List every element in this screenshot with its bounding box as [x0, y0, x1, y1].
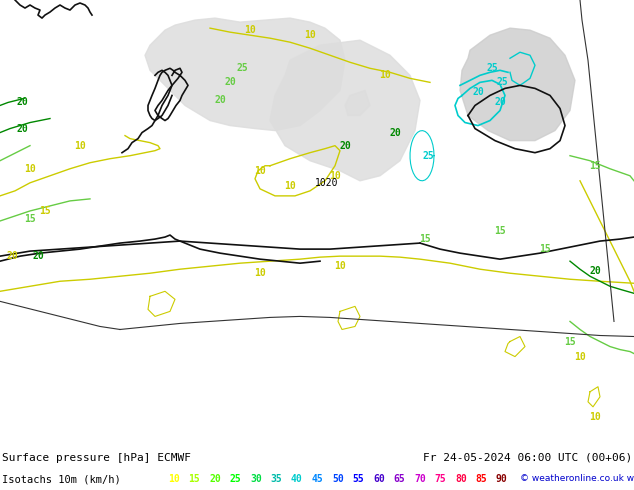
- Text: 20: 20: [32, 251, 44, 261]
- Text: 60: 60: [373, 474, 385, 484]
- Text: 15: 15: [39, 206, 51, 216]
- Text: 20: 20: [339, 141, 351, 150]
- Polygon shape: [270, 40, 420, 181]
- Text: 20: 20: [494, 98, 506, 107]
- Text: 35: 35: [271, 474, 282, 484]
- Text: 15: 15: [188, 474, 200, 484]
- Text: 10: 10: [254, 268, 266, 278]
- Text: 55: 55: [353, 474, 365, 484]
- Text: 25: 25: [236, 63, 248, 74]
- Text: 1020: 1020: [315, 178, 339, 188]
- Text: 10: 10: [74, 141, 86, 150]
- Text: 20: 20: [589, 266, 601, 276]
- Text: © weatheronline.co.uk weatheronline.co.uk: © weatheronline.co.uk weatheronline.co.u…: [520, 474, 634, 483]
- Text: 10: 10: [24, 164, 36, 174]
- Text: Isotachs 10m (km/h): Isotachs 10m (km/h): [2, 474, 120, 484]
- Text: 10: 10: [284, 181, 296, 191]
- Text: Surface pressure [hPa] ECMWF: Surface pressure [hPa] ECMWF: [2, 453, 191, 463]
- Text: 20: 20: [209, 474, 221, 484]
- Text: 80: 80: [455, 474, 467, 484]
- Polygon shape: [145, 18, 345, 131]
- Text: 15: 15: [494, 226, 506, 236]
- Text: 10: 10: [574, 352, 586, 362]
- Text: 20: 20: [16, 98, 28, 107]
- Text: 90: 90: [496, 474, 508, 484]
- Text: 25: 25: [422, 151, 434, 161]
- Text: 10: 10: [589, 412, 601, 422]
- Text: 10: 10: [254, 166, 266, 176]
- Text: 10: 10: [334, 261, 346, 271]
- Text: 50: 50: [332, 474, 344, 484]
- Text: 15: 15: [589, 161, 601, 171]
- Text: 25: 25: [486, 63, 498, 74]
- Text: 10: 10: [244, 25, 256, 35]
- Text: 15: 15: [539, 244, 551, 254]
- Text: 15: 15: [24, 214, 36, 224]
- Text: 20: 20: [16, 123, 28, 134]
- Polygon shape: [460, 28, 575, 141]
- Text: 85: 85: [476, 474, 488, 484]
- Text: 20: 20: [472, 87, 484, 98]
- Text: 75: 75: [434, 474, 446, 484]
- Text: 40: 40: [291, 474, 303, 484]
- Polygon shape: [345, 90, 370, 116]
- Text: 25: 25: [496, 77, 508, 87]
- Text: 20: 20: [224, 77, 236, 87]
- Text: 45: 45: [311, 474, 323, 484]
- Text: 10: 10: [379, 71, 391, 80]
- Text: 20: 20: [214, 96, 226, 105]
- Text: 10: 10: [329, 171, 341, 181]
- Text: 20: 20: [6, 251, 18, 261]
- Text: 65: 65: [394, 474, 405, 484]
- Text: 15: 15: [419, 234, 431, 244]
- Text: 10: 10: [304, 30, 316, 40]
- Text: Fr 24-05-2024 06:00 UTC (00+06): Fr 24-05-2024 06:00 UTC (00+06): [423, 453, 632, 463]
- Text: 15: 15: [564, 337, 576, 346]
- Text: 20: 20: [389, 127, 401, 138]
- Text: 70: 70: [414, 474, 426, 484]
- Text: 25: 25: [230, 474, 242, 484]
- Text: 30: 30: [250, 474, 262, 484]
- Text: 10: 10: [168, 474, 180, 484]
